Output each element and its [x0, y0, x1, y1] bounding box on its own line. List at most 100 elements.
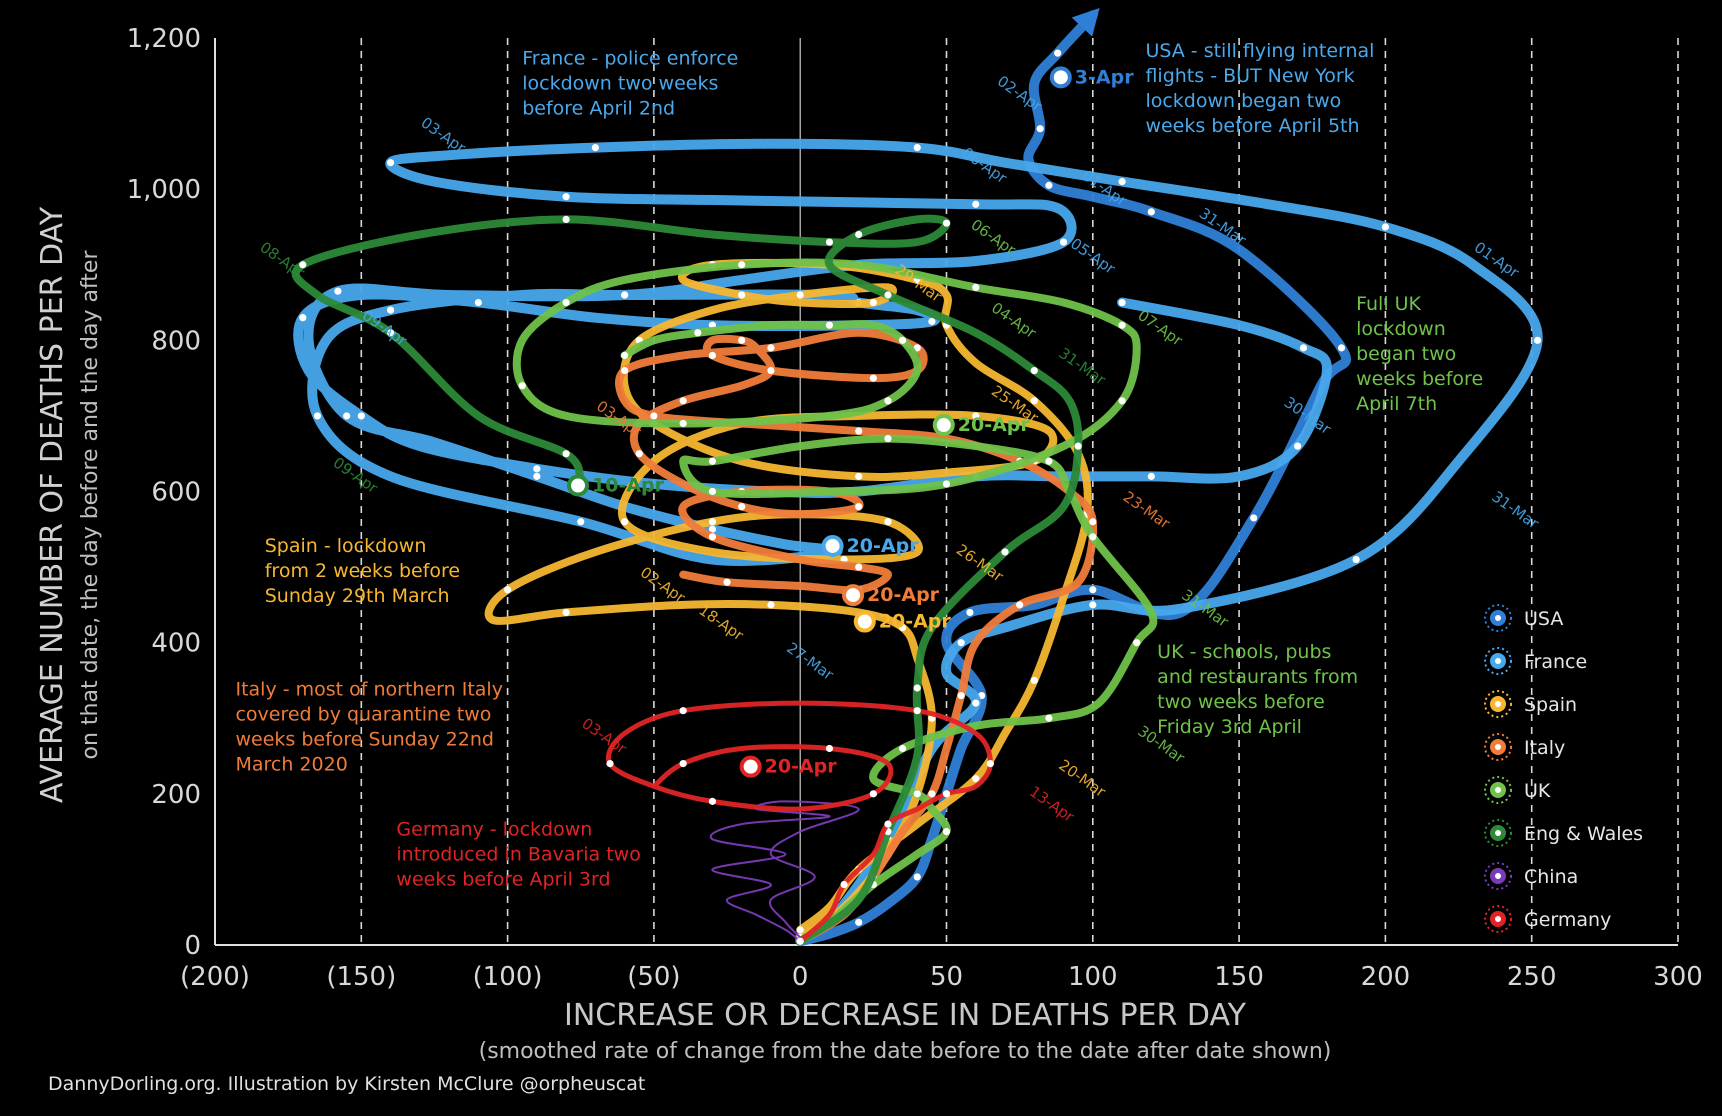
data-point [708, 487, 717, 496]
x-axis-title: INCREASE OR DECREASE IN DEATHS PER DAY [564, 998, 1247, 1033]
data-point [966, 608, 974, 617]
legend-swatch-center [1495, 830, 1501, 836]
data-point [942, 790, 951, 798]
legend-swatch-center [1495, 916, 1501, 922]
data-point [1147, 208, 1155, 216]
data-point [796, 937, 804, 945]
annotation: France - police enforce lockdown two week… [522, 47, 738, 119]
x-tick-label: 100 [1068, 962, 1118, 992]
date-label: 01-Apr [1471, 238, 1523, 282]
annotation: Full UK lockdown began two weeks before Apri… [1356, 293, 1483, 415]
data-point [357, 412, 365, 420]
data-point [869, 790, 877, 798]
axes: (200) (150) (100) (50) 0 50 100 150 200 250 300 0 20… [127, 24, 1703, 992]
data-point [708, 533, 717, 541]
data-point [723, 578, 731, 586]
legend-halo [1484, 733, 1512, 761]
endpoint-label: 20-Apr [879, 611, 952, 633]
data-point [884, 820, 892, 828]
data-point [840, 880, 848, 889]
x-tick-label: (200) [180, 962, 250, 992]
legend-item-china: China [1484, 862, 1578, 890]
data-point [767, 366, 775, 375]
endpoint-label: 20-Apr [847, 535, 920, 557]
data-point [869, 298, 877, 307]
date-label: 13-Apr [1026, 782, 1078, 826]
legend-label: Spain [1524, 694, 1577, 716]
x-tick-label: 150 [1214, 962, 1264, 992]
data-point [825, 321, 834, 329]
data-point [855, 918, 863, 926]
data-point [1381, 223, 1389, 231]
data-point [913, 873, 921, 881]
data-point [1089, 601, 1097, 609]
y-tick-label: 400 [151, 629, 201, 659]
data-point [386, 329, 395, 337]
data-point [913, 707, 921, 715]
data-point [972, 775, 980, 783]
data-point [562, 450, 570, 458]
data-point [913, 143, 921, 152]
data-point [1250, 514, 1258, 522]
data-point [913, 790, 921, 798]
date-label: 06-Apr [968, 215, 1020, 259]
endpoint-marker [821, 534, 844, 557]
legend-label: Italy [1524, 737, 1565, 759]
legend-swatch-center [1495, 658, 1501, 664]
data-point [621, 366, 629, 375]
data-point [334, 287, 342, 295]
data-point [972, 200, 980, 208]
legend-halo [1484, 819, 1512, 847]
data-point [621, 291, 629, 299]
legend-halo [1484, 905, 1512, 933]
data-point [1045, 457, 1053, 465]
data-point [1001, 548, 1009, 556]
legend-item-france: France [1484, 647, 1587, 675]
legend-halo [1484, 604, 1512, 632]
data-point [1294, 442, 1302, 450]
data-point [1147, 472, 1155, 480]
series-line [709, 800, 860, 943]
endpoint-marker [1049, 66, 1072, 89]
date-label: 31-Mar [1055, 344, 1109, 390]
data-point [533, 472, 541, 480]
data-point [679, 397, 687, 405]
data-point [1059, 238, 1068, 246]
data-point [796, 926, 804, 934]
data-point [679, 707, 687, 715]
data-point [533, 465, 541, 473]
legend-swatch-center [1495, 744, 1501, 750]
data-point [1118, 397, 1126, 405]
data-point [957, 691, 965, 700]
data-point [899, 744, 907, 753]
y-axis-subtitle: on that date, the day before and the day… [78, 250, 103, 760]
data-point [928, 790, 936, 798]
x-tick-label: 300 [1653, 962, 1703, 992]
data-point [679, 760, 687, 768]
data-point [884, 518, 892, 526]
data-point [942, 219, 951, 227]
usa-arrowhead [1071, 7, 1100, 37]
data-point [577, 518, 585, 526]
y-tick-label: 800 [151, 326, 201, 356]
endpoint-marker [567, 474, 590, 497]
date-label: 23-Mar [1120, 488, 1174, 534]
data-point [386, 306, 395, 314]
data-point [708, 797, 717, 805]
x-tick-label: 250 [1507, 962, 1557, 992]
data-point [767, 601, 775, 609]
legend-item-uk: UK [1484, 776, 1551, 804]
data-point [1299, 344, 1308, 352]
annotation: USA - still flying internal flights - BUT… [1145, 40, 1374, 137]
series-line [615, 328, 1098, 946]
data-point [343, 412, 351, 420]
date-label: 04-Apr [988, 299, 1040, 343]
legend-swatch-center [1495, 787, 1501, 793]
data-point [869, 374, 877, 382]
data-point [591, 143, 599, 152]
annotation: Germany - lockdown introduced in Bavaria … [396, 818, 640, 890]
annotation: Spain - lockdown from 2 weeks before Sunda… [265, 535, 460, 607]
data-point [972, 283, 980, 292]
data-point [972, 412, 980, 420]
data-point [913, 684, 921, 692]
